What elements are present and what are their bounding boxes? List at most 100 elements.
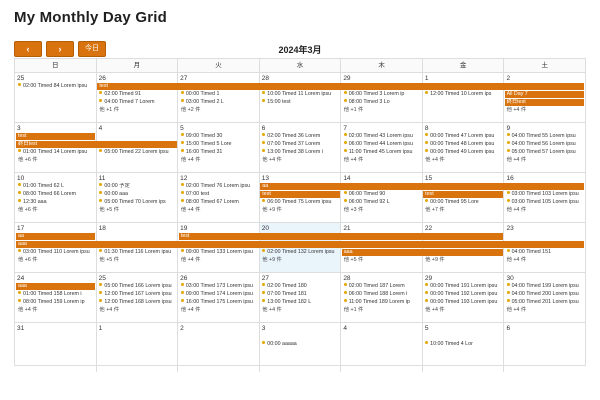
timed-event[interactable]: 04:00 Timed 200 Lorem ipsu (506, 291, 583, 298)
more-events-link[interactable]: 他 +4 件 (506, 157, 527, 163)
timed-event[interactable]: 16:00 Timed 31 (180, 149, 257, 156)
day-cell[interactable]: 28 (341, 273, 423, 322)
more-events-link[interactable]: 他 +4 件 (506, 257, 527, 263)
timed-event[interactable]: 13:00 Timed 182 L (262, 299, 338, 306)
day-number[interactable]: 26 (180, 275, 188, 282)
day-number[interactable]: 16 (506, 175, 514, 182)
day-number[interactable]: 7 (343, 125, 347, 132)
day-number[interactable]: 18 (98, 225, 106, 232)
day-number[interactable]: 5 (424, 325, 429, 332)
timed-event[interactable]: 08:00 Timed 3 Lo (343, 99, 420, 106)
day-cell[interactable]: 25 (15, 73, 97, 122)
day-number[interactable]: 29 (424, 275, 433, 282)
timed-event[interactable]: 00:00 Timed 193 Lorem ipsu (425, 299, 501, 306)
day-number[interactable]: 20 (261, 225, 269, 232)
day-cell[interactable]: 5 (178, 123, 260, 172)
day-number[interactable]: 29 (343, 75, 351, 82)
more-events-link[interactable]: 他 +6 件 (18, 207, 38, 213)
timed-event[interactable]: 04:00 Timed 7 Lorem (99, 99, 175, 106)
timed-event[interactable]: 00:00 Timed 48 Lorem ipsu (425, 141, 501, 148)
all-day-event-bar[interactable]: aa (16, 233, 96, 240)
more-events-link[interactable]: 他 +4 件 (262, 157, 282, 163)
timed-event[interactable]: 04:00 Timed 55 Lorem ipsu (506, 133, 583, 140)
day-number[interactable]: 6 (506, 325, 511, 332)
day-cell[interactable]: 1 (423, 73, 505, 122)
timed-event[interactable]: 16:00 Timed 175 Lorem ipsu (180, 299, 257, 306)
day-number[interactable]: 25 (98, 275, 106, 282)
day-cell[interactable]: 30 (504, 273, 585, 322)
timed-event[interactable]: 12:00 Timed 167 Lorem ipsu (99, 291, 175, 298)
more-events-link[interactable]: 他 +1 件 (343, 307, 364, 313)
timed-event[interactable]: 04:00 Timed 199 Lorem ipsu (506, 283, 583, 290)
timed-event[interactable]: 03:00 Timed 103 Lorem ipsu (506, 191, 583, 198)
today-button[interactable]: 今日 (78, 41, 106, 57)
timed-event[interactable]: 02:00 Timed 43 Lorem ipsu (343, 133, 420, 140)
more-events-link[interactable]: 他 +4 件 (343, 157, 364, 163)
day-cell[interactable]: 2 (504, 73, 585, 122)
all-day-event-bar[interactable]: 終日test (504, 99, 584, 106)
day-number[interactable]: 3 (17, 125, 21, 132)
timed-event[interactable]: 02:00 Timed 132 Lorem ipsu (262, 249, 338, 256)
day-cell[interactable]: 1 (97, 323, 179, 372)
day-cell[interactable]: 13 (260, 173, 342, 222)
more-events-link[interactable]: 他 +4 件 (180, 157, 201, 163)
all-day-event-bar[interactable]: test (260, 191, 340, 198)
day-cell[interactable]: 29 (423, 273, 505, 322)
day-number[interactable]: 2 (180, 325, 184, 332)
timed-event[interactable]: 05:00 Timed 57 Lorem ipsu (506, 149, 583, 156)
more-events-link[interactable]: 他 +4 件 (180, 257, 201, 263)
day-cell[interactable]: 28 (260, 73, 342, 122)
day-number[interactable]: 27 (180, 75, 188, 82)
day-cell[interactable]: 24 (15, 273, 97, 322)
timed-event[interactable]: 15:00 Timed 5 Lore (180, 141, 257, 148)
timed-event[interactable]: 06:00 Timed 3 Lorem ip (343, 91, 420, 98)
timed-event[interactable]: 09:00 Timed 133 Lorem ipsu (180, 249, 257, 256)
day-number[interactable]: 10 (17, 175, 25, 182)
day-cell[interactable]: 5 (423, 323, 505, 372)
timed-event[interactable]: 06:00 Timed 92 L (343, 199, 420, 206)
day-cell[interactable]: 29 (341, 73, 423, 122)
timed-event[interactable]: 06:00 Timed 75 Lorem ipsu (262, 199, 338, 206)
day-cell[interactable]: 4 (341, 323, 423, 372)
all-day-event-bar[interactable]: test (16, 133, 96, 140)
more-events-link[interactable]: 他 +4 件 (18, 307, 38, 313)
timed-event[interactable]: 00:00 Timed 192 Lorem ipsu (425, 291, 501, 298)
more-events-link[interactable]: 他 +2 件 (180, 107, 201, 113)
timed-event[interactable]: 07:00 Timed 37 Lorem (262, 141, 338, 148)
day-number[interactable]: 15 (424, 175, 433, 182)
timed-event[interactable]: 12:30 aaa (18, 199, 94, 206)
more-events-link[interactable]: 他 +7 件 (425, 207, 445, 213)
day-cell[interactable]: 4 (97, 123, 179, 172)
day-number[interactable]: 1 (424, 75, 429, 82)
day-number[interactable]: 28 (343, 275, 351, 282)
timed-event[interactable]: 05:00 Timed 201 Lorem ipsu (506, 299, 583, 306)
timed-event[interactable]: 12:00 Timed 10 Lorem ips (425, 91, 501, 98)
day-number[interactable]: 4 (98, 125, 103, 132)
day-cell[interactable]: 27 (178, 73, 260, 122)
more-events-link[interactable]: 他 +3 件 (343, 207, 364, 213)
day-number[interactable]: 2 (506, 75, 511, 82)
timed-event[interactable]: 02:00 Timed 76 Lorem ipsu (180, 183, 257, 190)
all-day-event-bar[interactable]: All Day 7 (504, 91, 584, 98)
day-number[interactable]: 30 (506, 275, 514, 282)
more-events-link[interactable]: 他 +4 件 (506, 207, 527, 213)
more-events-link[interactable]: 他 +4 件 (99, 307, 119, 313)
timed-event[interactable]: 04:00 Timed 56 Lorem ipsu (506, 141, 583, 148)
day-number[interactable]: 23 (506, 225, 514, 232)
more-events-link[interactable]: 他 +1 件 (343, 107, 364, 113)
all-day-event-bar[interactable]: test (97, 83, 584, 90)
timed-event[interactable]: 03:00 Timed 110 Lorem ipsu (18, 249, 94, 256)
more-events-link[interactable]: 他 +4 件 (262, 307, 282, 313)
timed-event[interactable]: 11:00 Timed 189 Lorem ip (343, 299, 420, 306)
timed-event[interactable]: 06:00 Timed 90 (343, 191, 420, 198)
all-day-event-bar[interactable]: aa (260, 183, 584, 190)
timed-event[interactable]: 02:00 Timed 36 Lorem (262, 133, 338, 140)
timed-event[interactable]: 12:00 Timed 168 Lorem ipsu (99, 299, 175, 306)
day-cell[interactable]: 15 (423, 173, 505, 222)
more-events-link[interactable]: 他 +4 件 (425, 307, 445, 313)
more-events-link[interactable]: 他 +5 件 (99, 207, 119, 213)
day-number[interactable]: 4 (343, 325, 347, 332)
day-cell[interactable]: 6 (504, 323, 585, 372)
day-number[interactable]: 14 (343, 175, 351, 182)
all-day-event-bar[interactable]: 終日test (16, 141, 177, 148)
